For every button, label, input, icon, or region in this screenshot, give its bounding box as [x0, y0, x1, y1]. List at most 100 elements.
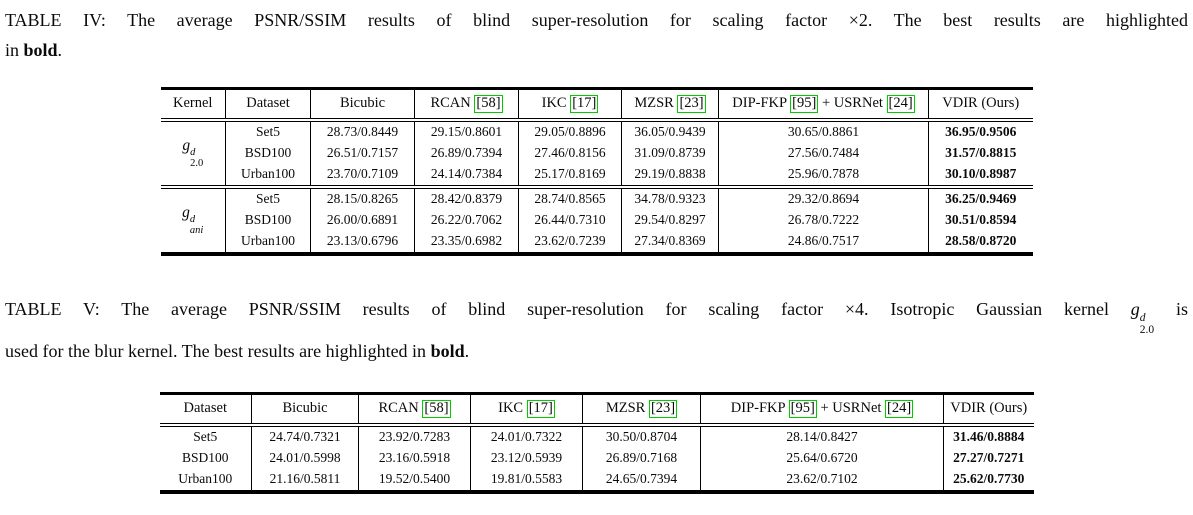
citation-link-23[interactable]: [23] — [648, 400, 678, 419]
kernel-cell-g2: g d 2.0 — [161, 120, 226, 187]
value-cell: 29.19/0.8838 — [621, 164, 719, 187]
col-header-bicubic: Bicubic — [251, 393, 359, 428]
col-header-label: DIP-FKP — [732, 95, 787, 111]
col-header-label: IKC — [498, 400, 524, 417]
caption-text: . — [57, 40, 63, 60]
col-header-rcan: RCAN [58] — [358, 393, 471, 428]
value-cell: 29.54/0.8297 — [621, 210, 719, 231]
caption-bold-word: bold — [430, 341, 465, 362]
table-row: g d ani Set5 28.15/0.8265 28.42/0.8379 28.… — [160, 185, 1033, 254]
best-value-cell: 36.95/0.9506 — [928, 120, 1033, 143]
value-cell: 19.52/0.5400 — [358, 469, 471, 493]
value-cell: 25.96/0.7878 — [718, 164, 929, 187]
best-value-cell: 30.10/0.8987 — [928, 164, 1033, 187]
citation-link-24[interactable]: [24] — [886, 95, 915, 113]
table-v-caption: TABLE V: The average PSNR/SSIM results o… — [5, 294, 1188, 366]
col-header-label: Bicubic — [282, 400, 328, 417]
dataset-cell: Set5 — [225, 120, 311, 143]
caption-text: . — [464, 341, 470, 362]
table-row: Urban100 23.70/0.7109 24.14/0.7384 25.17… — [161, 164, 1033, 187]
table-v: Dataset Bicubic RCAN [58] IKC [17] MZSR … — [159, 392, 1034, 495]
caption-text: TABLE V: The average PSNR/SSIM results o… — [5, 299, 1109, 319]
value-cell: 24.74/0.7321 — [251, 425, 359, 449]
value-cell: 24.01/0.7322 — [470, 425, 583, 449]
value-cell: 26.00/0.6891 — [310, 210, 415, 231]
value-cell: 23.35/0.6982 — [414, 231, 519, 254]
col-header-ikc: IKC [17] — [518, 88, 622, 122]
value-cell: 29.15/0.8601 — [414, 120, 519, 143]
dataset-cell: BSD100 — [225, 210, 311, 231]
value-cell: 28.14/0.8427 — [700, 425, 944, 449]
table-iv-caption-line2: in bold. — [5, 35, 1188, 65]
col-header-label: Dataset — [183, 400, 227, 417]
value-cell: 26.89/0.7394 — [414, 143, 519, 164]
value-cell: 23.70/0.7109 — [310, 164, 415, 187]
best-value-cell: 31.46/0.8884 — [943, 425, 1034, 449]
col-header-label: Dataset — [246, 95, 290, 111]
col-header-ikc: IKC [17] — [470, 393, 583, 428]
table-row: Set5 24.74/0.7321 23.92/0.7283 24.01/0.7… — [160, 425, 1034, 449]
col-header-dipfkp-usrnet: DIP-FKP [95] + USRNet [24] — [718, 88, 929, 122]
value-cell: 28.15/0.8265 — [310, 185, 415, 210]
kernel-symbol-g2: g d 2.0 — [182, 136, 204, 169]
kernel-symbol-gani: g d ani — [182, 203, 204, 236]
col-header-label: VDIR (Ours) — [950, 400, 1028, 417]
value-cell: 26.78/0.7222 — [718, 210, 929, 231]
citation-link-23[interactable]: [23] — [677, 95, 706, 113]
value-cell: 28.42/0.8379 — [414, 185, 519, 210]
col-header-mzsr: MZSR [23] — [582, 393, 701, 428]
best-value-cell: 36.25/0.9469 — [928, 185, 1033, 210]
value-cell: 23.92/0.7283 — [358, 425, 471, 449]
col-header-mzsr: MZSR [23] — [621, 88, 719, 122]
dataset-cell: Urban100 — [225, 164, 311, 187]
dataset-cell: BSD100 — [181, 450, 229, 466]
col-header-vdir: VDIR (Ours) — [928, 88, 1033, 122]
col-header-label: RCAN — [378, 400, 419, 417]
col-header-vdir: VDIR (Ours) — [943, 393, 1034, 428]
table-iv-header-row: Kernel Dataset Bicubic RCAN [58] IKC [17… — [160, 88, 1033, 122]
value-cell: 25.17/0.8169 — [518, 164, 622, 187]
citation-link-58[interactable]: [58] — [474, 95, 503, 113]
value-cell: 23.16/0.5918 — [358, 448, 471, 470]
value-cell: 23.62/0.7239 — [518, 231, 622, 254]
table-row: BSD100 26.00/0.6891 26.22/0.7062 26.44/0… — [161, 210, 1033, 231]
value-cell: 26.22/0.7062 — [414, 210, 519, 231]
value-cell: 29.32/0.8694 — [718, 185, 929, 210]
dataset-cell: Set5 — [193, 429, 218, 445]
table-row: Urban100 23.13/0.6796 23.35/0.6982 23.62… — [161, 231, 1033, 254]
table-v-caption-line1: TABLE V: The average PSNR/SSIM results o… — [5, 294, 1188, 336]
citation-link-95[interactable]: [95] — [790, 95, 819, 113]
caption-text: used for the blur kernel. The best resul… — [5, 341, 427, 362]
col-header-label: Bicubic — [339, 95, 386, 111]
col-header-label: MZSR — [634, 95, 674, 111]
value-cell: 26.89/0.7168 — [582, 448, 701, 470]
value-cell: 36.05/0.9439 — [621, 120, 719, 143]
dataset-cell: BSD100 — [225, 143, 311, 164]
col-header-label: MZSR — [605, 400, 646, 417]
best-value-cell: 31.57/0.8815 — [928, 143, 1033, 164]
table-v-caption-line2: used for the blur kernel. The best resul… — [5, 336, 1188, 366]
table-row: BSD100 26.51/0.7157 26.89/0.7394 27.46/0… — [161, 143, 1033, 164]
col-header-label: + USRNet — [820, 400, 882, 417]
citation-link-17[interactable]: [17] — [570, 95, 599, 113]
best-value-cell: 27.27/0.7271 — [943, 448, 1034, 470]
col-header-label: + USRNet — [821, 95, 883, 111]
value-cell: 27.46/0.8156 — [518, 143, 622, 164]
citation-link-24[interactable]: [24] — [885, 400, 914, 419]
citation-link-58[interactable]: [58] — [422, 400, 451, 419]
citation-link-95[interactable]: [95] — [788, 400, 817, 419]
value-cell: 24.65/0.7394 — [582, 469, 701, 493]
value-cell: 30.50/0.8704 — [582, 425, 701, 449]
citation-link-17[interactable]: [17] — [526, 400, 555, 419]
col-header-dipfkp-usrnet: DIP-FKP [95] + USRNet [24] — [700, 393, 944, 428]
col-header-label: RCAN — [430, 95, 471, 111]
caption-text: is — [1176, 299, 1189, 319]
dataset-cell: Set5 — [225, 185, 311, 210]
best-value-cell: 25.62/0.7730 — [943, 469, 1034, 493]
table-iv-caption: TABLE IV: The average PSNR/SSIM results … — [5, 0, 1188, 65]
caption-bold-word: bold — [23, 40, 58, 60]
table-iv-caption-line1: TABLE IV: The average PSNR/SSIM results … — [5, 5, 1188, 35]
value-cell: 21.16/0.5811 — [251, 469, 359, 493]
table-row: g d 2.0 Set5 28.73/0.8449 29.15/0.8601 29.… — [161, 120, 1033, 168]
value-cell: 31.09/0.8739 — [621, 143, 719, 164]
